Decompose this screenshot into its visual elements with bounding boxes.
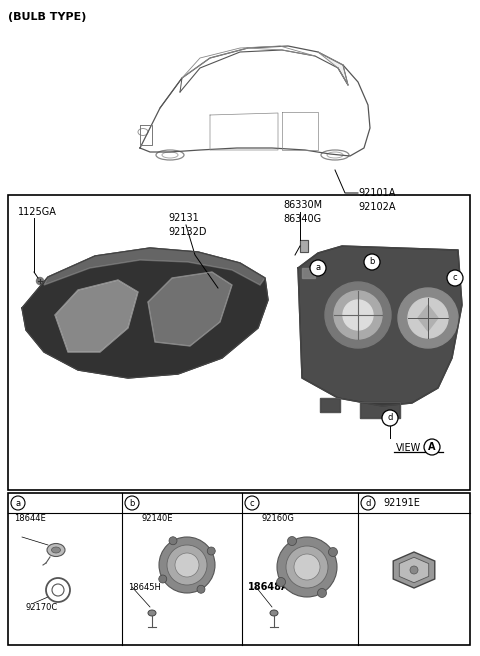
Polygon shape <box>44 248 265 285</box>
Polygon shape <box>300 240 308 252</box>
Circle shape <box>125 496 139 510</box>
Circle shape <box>310 260 326 276</box>
Circle shape <box>167 545 207 585</box>
Text: 1125GA: 1125GA <box>18 207 57 217</box>
Text: c: c <box>453 274 457 283</box>
Ellipse shape <box>148 610 156 616</box>
Polygon shape <box>298 246 462 406</box>
Polygon shape <box>318 52 348 85</box>
Polygon shape <box>399 557 429 583</box>
Circle shape <box>277 537 337 597</box>
Polygon shape <box>55 280 138 352</box>
Text: A: A <box>428 442 436 452</box>
Text: 18644E: 18644E <box>14 514 46 523</box>
Circle shape <box>276 577 286 586</box>
Polygon shape <box>393 552 435 588</box>
Circle shape <box>317 588 326 598</box>
Polygon shape <box>418 305 438 331</box>
Polygon shape <box>360 402 400 418</box>
Text: 92191E: 92191E <box>383 498 420 508</box>
Bar <box>8 493 470 645</box>
Circle shape <box>294 554 320 580</box>
Text: d: d <box>387 413 393 422</box>
Text: c: c <box>250 499 254 508</box>
Circle shape <box>343 300 373 330</box>
Ellipse shape <box>47 544 65 556</box>
Circle shape <box>334 291 382 339</box>
Circle shape <box>424 439 440 455</box>
Text: (BULB TYPE): (BULB TYPE) <box>8 12 86 22</box>
Circle shape <box>159 575 167 583</box>
Polygon shape <box>320 398 340 412</box>
Polygon shape <box>22 248 268 378</box>
Text: 92160G: 92160G <box>262 514 295 523</box>
Text: 92101A
92102A: 92101A 92102A <box>358 188 396 212</box>
Text: a: a <box>315 264 321 272</box>
Text: d: d <box>365 499 371 508</box>
Text: 92170C: 92170C <box>26 603 58 612</box>
Circle shape <box>447 270 463 286</box>
Circle shape <box>398 288 458 348</box>
Text: 92131
92132D: 92131 92132D <box>168 213 206 237</box>
Circle shape <box>286 546 328 588</box>
Circle shape <box>175 553 199 577</box>
Text: a: a <box>15 499 21 508</box>
Circle shape <box>207 547 215 555</box>
Text: VIEW: VIEW <box>396 443 421 453</box>
Circle shape <box>328 548 337 556</box>
Text: 18645H: 18645H <box>128 583 161 592</box>
Polygon shape <box>148 272 232 346</box>
Ellipse shape <box>51 547 60 553</box>
Circle shape <box>11 496 25 510</box>
Circle shape <box>36 277 44 285</box>
Circle shape <box>325 282 391 348</box>
Text: 86330M
86340G: 86330M 86340G <box>283 200 322 224</box>
Bar <box>8 195 470 490</box>
Circle shape <box>408 298 448 338</box>
Text: b: b <box>129 499 135 508</box>
Text: 92140E: 92140E <box>142 514 173 523</box>
Text: 18648A: 18648A <box>248 582 289 592</box>
Circle shape <box>197 585 205 593</box>
Circle shape <box>382 410 398 426</box>
Circle shape <box>245 496 259 510</box>
Ellipse shape <box>270 610 278 616</box>
Circle shape <box>410 566 418 574</box>
Polygon shape <box>302 268 315 278</box>
Circle shape <box>159 537 215 593</box>
Circle shape <box>288 537 297 546</box>
Circle shape <box>169 537 177 544</box>
Circle shape <box>364 254 380 270</box>
Text: b: b <box>369 258 375 266</box>
Circle shape <box>361 496 375 510</box>
